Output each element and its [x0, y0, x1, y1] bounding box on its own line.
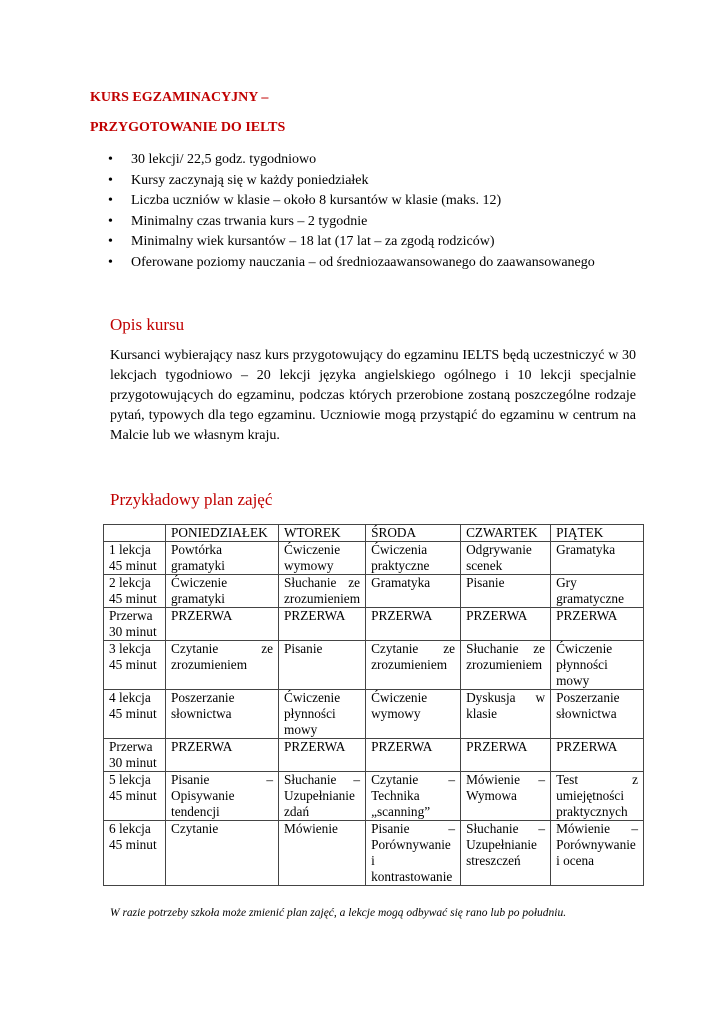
course-description: Kursanci wybierający nasz kurs przygotow… [110, 348, 636, 443]
row-header: 1 lekcja 45 minut [103, 541, 166, 575]
table-cell: Czytanie [165, 820, 279, 886]
table-cell: Ćwiczenie wymowy [365, 689, 462, 739]
section-heading-course-description: Opis kursu [110, 315, 185, 334]
section-heading-schedule: Przykładowy plan zajęć [110, 490, 273, 509]
document-title-line1: KURS EGZAMINACYJNY – [90, 90, 269, 105]
row-header: 5 lekcja 45 minut [103, 771, 166, 821]
row-header: 2 lekcja 45 minut [103, 574, 166, 608]
table-cell: Pisanie [277, 640, 367, 690]
table-row: 4 lekcja 45 minut Poszerzanie słownictwa Ć… [103, 689, 645, 739]
table-cell: Mówienie – Porównywanie i ocena [550, 820, 645, 886]
table-cell: Pisanie – Porównywanie i kontrastowanie [365, 820, 462, 886]
column-header: ŚRODA [365, 524, 462, 542]
table-cell: Test z umiejętności praktycznych [550, 771, 645, 821]
table-cell: Ćwiczenie płynności mowy [550, 640, 645, 690]
table-cell: Słuchanie ze zrozumieniem [277, 574, 367, 608]
table-cell: PRZERWA [550, 607, 645, 641]
table-cell: PRZERWA [460, 738, 552, 772]
row-header: Przerwa 30 minut [103, 738, 166, 772]
table-cell: Gramatyka [365, 574, 462, 608]
table-row: 3 lekcja 45 minut Czytanie ze zrozumienie… [103, 640, 645, 690]
table-cell: Ćwiczenie wymowy [277, 541, 367, 575]
column-header: PIĄTEK [550, 524, 645, 542]
table-cell: Mówienie – Wymowa [460, 771, 552, 821]
schedule-note: W razie potrzeby szkoła może zmienić pla… [110, 907, 567, 919]
list-item: Minimalny wiek kursantów – 18 lat (17 la… [90, 232, 595, 253]
table-row: Przerwa 30 minut PRZERWA PRZERWA PRZERWA PRZ… [103, 738, 645, 772]
table-cell: Czytanie ze zrozumieniem [365, 640, 462, 690]
list-item: Minimalny czas trwania kurs – 2 tygodnie [90, 212, 595, 233]
table-cell: Gramatyka [550, 541, 645, 575]
table-cell: Poszerzanie słownictwa [165, 689, 279, 739]
table-cell: Dyskusja w klasie [460, 689, 552, 739]
table-row: 5 lekcja 45 minut Pisanie – Opisywanie te… [103, 771, 645, 821]
course-facts-list: 30 lekcji/ 22,5 godz. tygodniowo Kursy z… [90, 150, 595, 273]
table-cell: Ćwiczenie płynności mowy [277, 689, 367, 739]
row-header: 3 lekcja 45 minut [103, 640, 166, 690]
table-header-row: PONIEDZIAŁEK WTOREK ŚRODA CZWARTEK PIĄTEK [103, 524, 645, 542]
table-cell: PRZERWA [277, 607, 367, 641]
table-cell: Czytanie ze zrozumieniem [165, 640, 279, 690]
column-header [103, 524, 166, 542]
column-header: PONIEDZIAŁEK [165, 524, 279, 542]
table-row: Przerwa 30 minut PRZERWA PRZERWA PRZERWA PRZ… [103, 607, 645, 641]
table-cell: PRZERWA [165, 607, 279, 641]
row-header: Przerwa 30 minut [103, 607, 166, 641]
column-header: WTOREK [277, 524, 367, 542]
table-cell: Słuchanie – Uzupełnianie streszczeń [460, 820, 552, 886]
table-cell: Słuchanie ze zrozumieniem [460, 640, 552, 690]
table-cell: Ćwiczenie gramatyki [165, 574, 279, 608]
column-header: CZWARTEK [460, 524, 552, 542]
table-cell: Powtórka gramatyki [165, 541, 279, 575]
list-item: Kursy zaczynają się w każdy poniedziałek [90, 171, 595, 192]
table-row: 1 lekcja 45 minut Powtórka gramatyki Ćwicz… [103, 541, 645, 575]
row-header: 6 lekcja 45 minut [103, 820, 166, 886]
table-cell: PRZERWA [277, 738, 367, 772]
table-cell: Czytanie – Technika „scanning” [365, 771, 462, 821]
list-item: Liczba uczniów w klasie – około 8 kursan… [90, 191, 595, 212]
schedule-table: PONIEDZIAŁEK WTOREK ŚRODA CZWARTEK PIĄTEK 1 l… [103, 524, 645, 886]
list-item: 30 lekcji/ 22,5 godz. tygodniowo [90, 150, 595, 171]
table-cell: PRZERWA [365, 738, 462, 772]
table-cell: PRZERWA [165, 738, 279, 772]
row-header: 4 lekcja 45 minut [103, 689, 166, 739]
table-cell: Pisanie – Opisywanie tendencji [165, 771, 279, 821]
table-cell: Pisanie [460, 574, 552, 608]
table-cell: Słuchanie – Uzupełnianie zdań [277, 771, 367, 821]
document-title-line2: PRZYGOTOWANIE DO IELTS [90, 120, 286, 135]
list-item: Oferowane poziomy nauczania – od średnio… [90, 253, 595, 274]
table-cell: PRZERWA [365, 607, 462, 641]
table-cell: Mówienie [277, 820, 367, 886]
table-cell: Gry gramatyczne [550, 574, 645, 608]
table-row: 6 lekcja 45 minut Czytanie Mówienie Pisanie… [103, 820, 645, 886]
table-cell: Odgrywanie scenek [460, 541, 552, 575]
table-cell: PRZERWA [460, 607, 552, 641]
table-cell: Ćwiczenia praktyczne [365, 541, 462, 575]
table-cell: Poszerzanie słownictwa [550, 689, 645, 739]
table-cell: PRZERWA [550, 738, 645, 772]
table-row: 2 lekcja 45 minut Ćwiczenie gramatyki Słuc… [103, 574, 645, 608]
